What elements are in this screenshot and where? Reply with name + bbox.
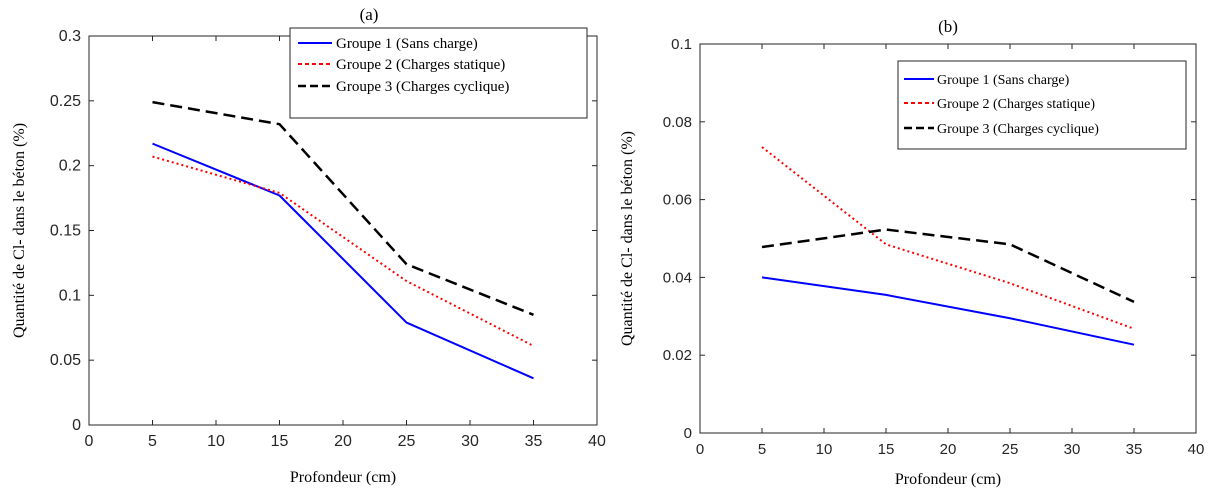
y-tick-label: 0 bbox=[684, 425, 692, 442]
x-tick-label: 25 bbox=[1002, 441, 1019, 458]
y-tick-label: 0 bbox=[72, 417, 81, 434]
y-tick-label: 0.08 bbox=[663, 114, 692, 131]
y-tick-label: 0.04 bbox=[663, 269, 692, 286]
legend-box bbox=[289, 27, 588, 119]
panel-label: (a) bbox=[360, 5, 379, 24]
legend-label-2: Groupe 2 (Charges statique) bbox=[937, 97, 1095, 112]
series-line-2 bbox=[152, 155, 534, 347]
legend-box bbox=[897, 60, 1187, 150]
x-tick-label: 0 bbox=[85, 433, 94, 450]
y-tick-label: 0.06 bbox=[663, 192, 692, 209]
x-tick-label: 35 bbox=[1126, 441, 1143, 458]
y-tick-label: 0.25 bbox=[50, 93, 81, 110]
series-line-1 bbox=[761, 276, 1135, 346]
x-tick-label: 5 bbox=[148, 433, 157, 450]
y-tick-label: 0.02 bbox=[663, 347, 692, 364]
legend-label-3: Groupe 3 (Charges cyclique) bbox=[937, 122, 1099, 137]
x-tick-label: 0 bbox=[696, 441, 704, 458]
x-tick-label: 10 bbox=[207, 433, 225, 450]
panel-b: (b) 0 5 10 15 20 25 30 35 40 0 0.02 0.04 0.06 0.08 0.1 P… bbox=[619, 17, 1204, 488]
y-tick-label: 0.1 bbox=[671, 36, 692, 53]
legend-label-2: Groupe 2 (Charges statique) bbox=[336, 57, 505, 73]
x-tick-label: 25 bbox=[398, 433, 416, 450]
panel-label: (b) bbox=[938, 17, 958, 36]
y-tick-label: 0.2 bbox=[59, 158, 81, 175]
x-tick-label: 35 bbox=[525, 433, 543, 450]
x-tick-label: 20 bbox=[334, 433, 352, 450]
x-tick-label: 40 bbox=[588, 433, 606, 450]
x-tick-label: 20 bbox=[940, 441, 957, 458]
x-tick-label: 15 bbox=[878, 441, 895, 458]
y-axis-label: Quantité de Cl- dans le béton (%) bbox=[619, 131, 636, 346]
x-tick-label: 5 bbox=[758, 441, 766, 458]
series-line-3 bbox=[152, 100, 534, 316]
x-tick-label: 10 bbox=[816, 441, 833, 458]
y-axis-label: Quantité de Cl- dans le béton (%) bbox=[11, 123, 28, 338]
y-tick-label: 0.1 bbox=[59, 287, 81, 304]
series-line-3 bbox=[761, 228, 1135, 304]
x-tick-label: 30 bbox=[461, 433, 479, 450]
legend-label-3: Groupe 3 (Charges cyclique) bbox=[336, 79, 509, 95]
series-line-1 bbox=[152, 142, 534, 380]
legend-label-1: Groupe 1 (Sans charge) bbox=[937, 73, 1070, 88]
y-tick-label: 0.05 bbox=[50, 352, 81, 369]
x-axis-label: Profondeur (cm) bbox=[290, 469, 396, 486]
x-tick-label: 30 bbox=[1064, 441, 1081, 458]
y-tick-label: 0.3 bbox=[59, 28, 81, 45]
x-axis-label: Profondeur (cm) bbox=[895, 471, 1001, 488]
legend-label-1: Groupe 1 (Sans charge) bbox=[336, 36, 478, 52]
x-tick-label: 40 bbox=[1188, 441, 1205, 458]
y-tick-label: 0.15 bbox=[50, 223, 81, 240]
panel-a: (a) 0 5 10 15 20 25 30 35 40 0 0.05 0.1 0.15 0.2 0.25 0.… bbox=[11, 5, 606, 486]
x-tick-label: 15 bbox=[271, 433, 289, 450]
